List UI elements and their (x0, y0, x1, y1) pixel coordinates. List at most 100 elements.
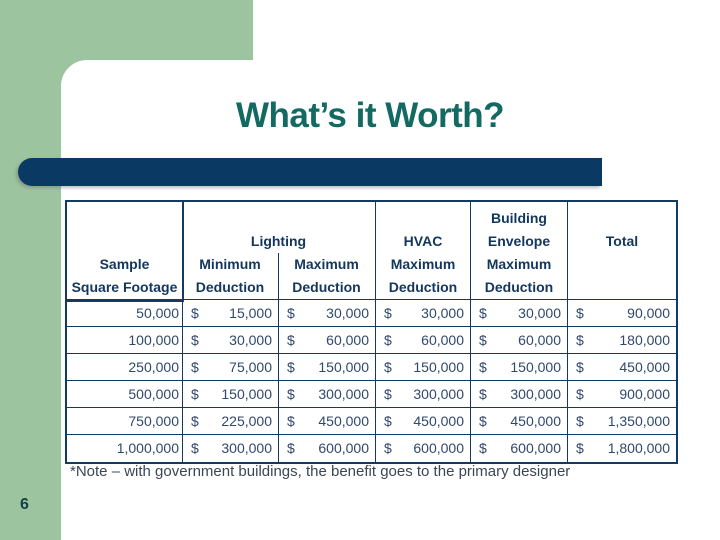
header-lighting-group-label: Lighting (250, 233, 307, 249)
dollar-sign: $ (479, 386, 487, 402)
sqft-cell: 500,000 (128, 386, 179, 402)
money-cell: $60,000 (375, 327, 470, 353)
page-title: What’s it Worth? (235, 96, 505, 135)
money-cell: $30,000 (470, 300, 567, 326)
dollar-sign: $ (576, 359, 584, 375)
dollar-sign: $ (191, 305, 199, 321)
money-cell: $60,000 (470, 327, 567, 353)
table-row: 500,000 $150,000 $300,000 $300,000 $300,… (67, 381, 676, 408)
money-cell: $450,000 (567, 354, 676, 380)
title-accent-bar (18, 158, 602, 186)
dollar-sign: $ (576, 332, 584, 348)
money-cell: $600,000 (375, 435, 470, 462)
dollar-sign: $ (191, 332, 199, 348)
sqft-cell: 750,000 (128, 413, 179, 429)
money-cell: $150,000 (470, 354, 567, 380)
dollar-sign: $ (287, 359, 295, 375)
cell-value: 30,000 (229, 332, 272, 348)
dollar-sign: $ (191, 413, 199, 429)
sqft-cell: 1,000,000 (116, 440, 179, 456)
money-cell: $60,000 (278, 327, 375, 353)
money-cell: $30,000 (182, 327, 278, 353)
cell-value: 450,000 (619, 359, 670, 375)
money-cell: $450,000 (470, 408, 567, 434)
money-cell: $30,000 (278, 300, 375, 326)
money-cell: $150,000 (182, 381, 278, 407)
dollar-sign: $ (384, 332, 392, 348)
money-cell: $75,000 (182, 354, 278, 380)
sqft-cell: 50,000 (136, 305, 179, 321)
cell-value: 300,000 (510, 386, 561, 402)
cell-value: 600,000 (510, 440, 561, 456)
money-cell: $300,000 (278, 381, 375, 407)
cell-value: 225,000 (221, 413, 272, 429)
cell-value: 150,000 (413, 359, 464, 375)
deduction-table: Sample Square Footage Minimum Deduction … (65, 200, 678, 464)
dollar-sign: $ (576, 413, 584, 429)
header-lighting-maximum: Maximum Deduction (292, 256, 361, 295)
table-row: 100,000 $30,000 $60,000 $60,000 $60,000 … (67, 327, 676, 354)
cell-value: 1,800,000 (607, 440, 670, 456)
cell-value: 150,000 (221, 386, 272, 402)
cell-value: 450,000 (413, 413, 464, 429)
money-cell: $30,000 (375, 300, 470, 326)
header-total: Total (567, 202, 676, 299)
dollar-sign: $ (287, 440, 295, 456)
cell-value: 900,000 (619, 386, 670, 402)
cell-value: 180,000 (619, 332, 670, 348)
money-cell: $300,000 (182, 435, 278, 462)
lighting-column-divider (278, 253, 279, 299)
money-cell: $225,000 (182, 408, 278, 434)
money-cell: $15,000 (182, 300, 278, 326)
footnote: *Note – with government buildings, the b… (70, 463, 571, 480)
money-cell: $600,000 (278, 435, 375, 462)
money-cell: $150,000 (375, 354, 470, 380)
dollar-sign: $ (384, 413, 392, 429)
header-sample-square-footage: Sample Square Footage (71, 256, 178, 295)
cell-value: 300,000 (318, 386, 369, 402)
table-row: 1,000,000 $300,000 $600,000 $600,000 $60… (67, 435, 676, 462)
cell-value: 30,000 (326, 305, 369, 321)
header-building-envelope-maximum: Building Envelope Maximum Deduction (470, 202, 567, 299)
header-lighting-minimum: Minimum Deduction (195, 256, 265, 295)
cell-value: 1,350,000 (607, 413, 670, 429)
table-row: 750,000 $225,000 $450,000 $450,000 $450,… (67, 408, 676, 435)
cell-value: 30,000 (518, 305, 561, 321)
money-cell: $450,000 (375, 408, 470, 434)
cell-value: 75,000 (229, 359, 272, 375)
dollar-sign: $ (287, 332, 295, 348)
cell-value: 300,000 (221, 440, 272, 456)
cell-value: 600,000 (318, 440, 369, 456)
cell-value: 15,000 (229, 305, 272, 321)
cell-value: 60,000 (421, 332, 464, 348)
cell-value: 150,000 (510, 359, 561, 375)
dollar-sign: $ (479, 305, 487, 321)
dollar-sign: $ (384, 440, 392, 456)
dollar-sign: $ (191, 359, 199, 375)
cell-value: 150,000 (318, 359, 369, 375)
dollar-sign: $ (479, 440, 487, 456)
dollar-sign: $ (479, 413, 487, 429)
dollar-sign: $ (384, 359, 392, 375)
cell-value: 450,000 (318, 413, 369, 429)
table-row: 250,000 $75,000 $150,000 $150,000 $150,0… (67, 354, 676, 381)
money-cell: $300,000 (470, 381, 567, 407)
dollar-sign: $ (191, 386, 199, 402)
header-hvac-maximum: HVAC Maximum Deduction (375, 202, 470, 299)
money-cell: $600,000 (470, 435, 567, 462)
dollar-sign: $ (576, 305, 584, 321)
table-row: 50,000 $15,000 $30,000 $30,000 $30,000 $… (67, 300, 676, 327)
dollar-sign: $ (287, 305, 295, 321)
dollar-sign: $ (384, 386, 392, 402)
money-cell: $300,000 (375, 381, 470, 407)
dollar-sign: $ (287, 386, 295, 402)
dollar-sign: $ (479, 332, 487, 348)
sqft-cell: 250,000 (128, 359, 179, 375)
cell-value: 30,000 (421, 305, 464, 321)
table-header: Sample Square Footage Minimum Deduction … (65, 200, 676, 302)
dollar-sign: $ (287, 413, 295, 429)
page-number: 6 (20, 496, 29, 513)
money-cell: $90,000 (567, 300, 676, 326)
money-cell: $1,350,000 (567, 408, 676, 434)
